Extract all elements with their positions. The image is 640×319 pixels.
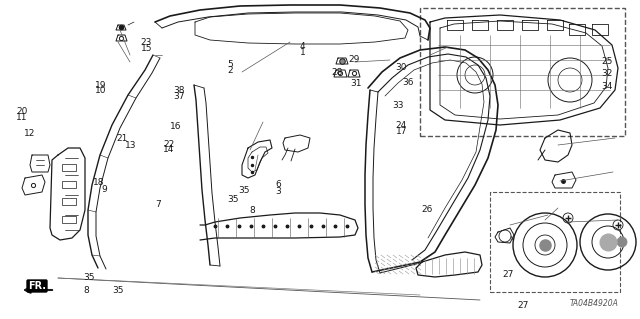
Text: 6: 6 bbox=[275, 180, 281, 189]
Text: 26: 26 bbox=[421, 205, 433, 214]
Bar bbox=[490, 192, 620, 292]
Text: 10: 10 bbox=[95, 86, 106, 95]
Text: 17: 17 bbox=[396, 127, 407, 136]
Text: 23: 23 bbox=[141, 38, 152, 47]
Text: 35: 35 bbox=[83, 273, 95, 282]
Text: 5: 5 bbox=[227, 60, 233, 69]
Text: 38: 38 bbox=[173, 86, 184, 95]
Text: 35: 35 bbox=[112, 286, 124, 295]
Text: FR.: FR. bbox=[28, 281, 46, 291]
Text: 19: 19 bbox=[95, 81, 106, 90]
Bar bbox=[420, 8, 625, 136]
Bar bbox=[62, 181, 76, 188]
Text: 36: 36 bbox=[402, 78, 413, 87]
Text: 8: 8 bbox=[250, 206, 255, 215]
Text: 21: 21 bbox=[116, 134, 128, 143]
Circle shape bbox=[617, 237, 627, 247]
Text: 27: 27 bbox=[502, 271, 514, 279]
Text: 2: 2 bbox=[227, 66, 233, 75]
Bar bbox=[62, 164, 76, 171]
Text: 1: 1 bbox=[300, 48, 305, 57]
Text: 37: 37 bbox=[173, 92, 184, 101]
Text: 32: 32 bbox=[602, 69, 613, 78]
Text: 31: 31 bbox=[351, 79, 362, 88]
Text: 9: 9 bbox=[101, 185, 107, 194]
Bar bbox=[62, 198, 76, 205]
Text: 28: 28 bbox=[332, 68, 343, 77]
Text: 12: 12 bbox=[24, 130, 36, 138]
Text: 7: 7 bbox=[155, 200, 161, 209]
Text: 3: 3 bbox=[275, 187, 281, 196]
Text: 4: 4 bbox=[300, 42, 305, 51]
Text: 29: 29 bbox=[349, 56, 360, 64]
Text: 30: 30 bbox=[396, 63, 407, 72]
Text: 25: 25 bbox=[602, 57, 613, 66]
Text: 15: 15 bbox=[141, 44, 152, 53]
Text: 34: 34 bbox=[602, 82, 613, 91]
Text: 16: 16 bbox=[170, 122, 181, 130]
Text: 24: 24 bbox=[396, 121, 407, 130]
Text: 35: 35 bbox=[227, 195, 239, 204]
Text: 14: 14 bbox=[163, 145, 175, 154]
Text: 27: 27 bbox=[517, 301, 529, 310]
Text: TA04B4920A: TA04B4920A bbox=[570, 299, 619, 308]
Text: 33: 33 bbox=[392, 101, 404, 110]
Text: 22: 22 bbox=[163, 140, 175, 149]
Text: 13: 13 bbox=[125, 141, 136, 150]
Bar bbox=[62, 216, 76, 223]
Text: 20: 20 bbox=[16, 107, 28, 116]
Text: 18: 18 bbox=[93, 178, 104, 187]
Text: 11: 11 bbox=[16, 113, 28, 122]
Text: 35: 35 bbox=[238, 186, 250, 195]
Text: 8: 8 bbox=[83, 286, 89, 295]
